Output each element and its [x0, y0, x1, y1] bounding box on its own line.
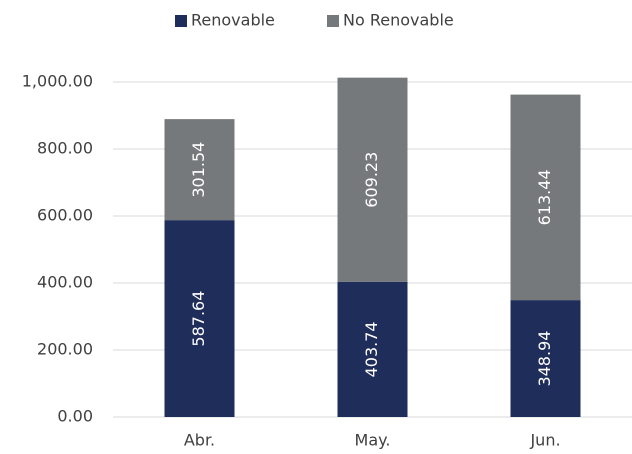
data-label: 609.23 — [362, 152, 381, 208]
legend-swatch — [175, 15, 187, 27]
y-tick-label: 1,000.00 — [22, 72, 93, 91]
bar-segment — [164, 220, 235, 417]
bar-segment — [510, 94, 581, 301]
bar-segment — [337, 281, 408, 417]
data-label: 613.44 — [535, 169, 554, 225]
legend-label: No Renovable — [343, 11, 454, 30]
x-tick-label: Jun. — [529, 431, 560, 450]
y-tick-label: 600.00 — [37, 206, 93, 225]
data-label: 587.64 — [189, 291, 208, 347]
bar-segment — [337, 77, 408, 282]
y-tick-label: 200.00 — [37, 340, 93, 359]
data-label: 301.54 — [189, 142, 208, 198]
x-tick-label: Abr. — [184, 431, 215, 450]
y-tick-label: 800.00 — [37, 139, 93, 158]
y-tick-label: 0.00 — [57, 407, 93, 426]
data-label: 348.94 — [535, 331, 554, 387]
legend: Renovable No Renovable — [175, 11, 454, 30]
x-tick-label: May. — [355, 431, 391, 450]
legend-swatch — [327, 15, 339, 27]
y-tick-label: 400.00 — [37, 273, 93, 292]
bar-segment — [164, 119, 235, 221]
legend-label: Renovable — [191, 11, 275, 30]
data-label: 403.74 — [362, 321, 381, 377]
bar-segment — [510, 300, 581, 417]
